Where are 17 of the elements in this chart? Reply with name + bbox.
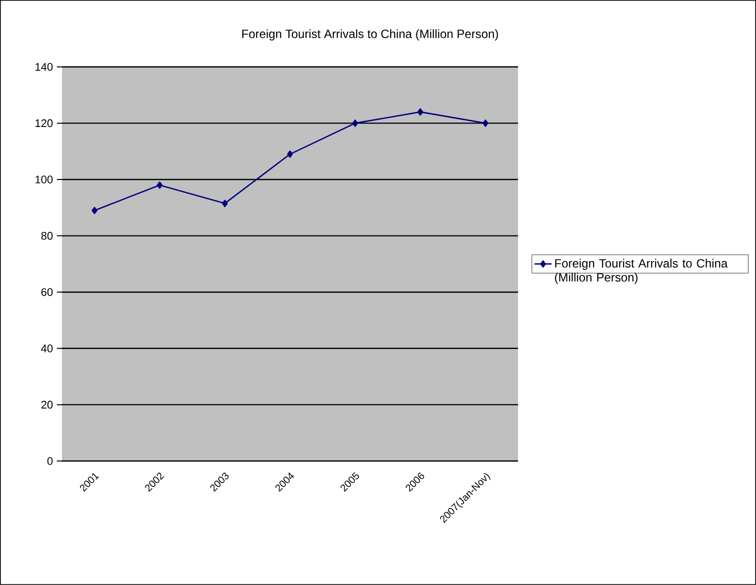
point [222,200,228,208]
chart-title: Foreign Tourist Arrivals to China (Million Person) [242,29,498,41]
y-tick-label: 40 [41,344,53,352]
y-tick-label: 100 [36,176,53,184]
point [417,108,424,116]
y-tick-label: 80 [41,232,53,240]
point [92,206,98,214]
point [352,120,358,127]
y-tick-label: 120 [36,119,53,128]
y-tick-label: 20 [41,400,53,409]
legend-label: Foreign Tourist Arrivals to China (Million Person) [554,258,728,284]
y-tick-label: 0 [47,457,53,465]
y-tick-label: 140 [36,63,53,71]
y-tick-label: 60 [41,288,53,296]
point [156,182,163,189]
point [287,150,293,158]
point [482,120,488,127]
